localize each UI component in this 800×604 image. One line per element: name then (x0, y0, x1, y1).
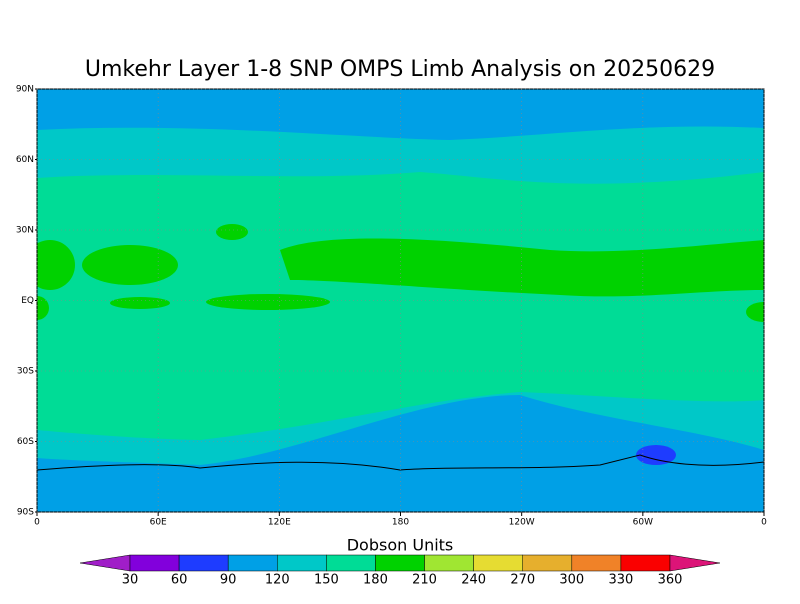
colorbar-label: 300 (559, 573, 584, 588)
y-tick-label: 60S (17, 437, 34, 447)
colorbar-label: 360 (658, 573, 683, 588)
y-tick-label: 60N (16, 155, 34, 165)
colorbar-label: 210 (412, 573, 437, 588)
x-tick-label: 60W (633, 518, 653, 528)
colorbar-label: 90 (220, 573, 237, 588)
colorbar-box (375, 554, 425, 572)
contour (110, 297, 170, 309)
x-tick-label: 180 (392, 518, 409, 528)
colorbar-box (620, 554, 671, 572)
contour (216, 224, 248, 240)
colorbar-over (669, 554, 721, 572)
colorbar-under (79, 554, 131, 572)
contour (37, 240, 75, 290)
legend-title: Dobson Units (347, 536, 454, 555)
colorbar-box (424, 554, 474, 572)
y-tick-label: 90N (16, 85, 34, 95)
contour (37, 296, 49, 320)
y-tick-label: 30N (16, 226, 34, 236)
chart-title: Umkehr Layer 1-8 SNP OMPS Limb Analysis … (85, 57, 715, 82)
colorbar-box (326, 554, 376, 572)
contour (206, 294, 330, 310)
colorbar-label: 270 (510, 573, 535, 588)
colorbar-box (522, 554, 573, 572)
field (37, 89, 764, 512)
contour (82, 245, 178, 285)
colorbar-box (473, 554, 523, 572)
y-tick-label: 90S (17, 508, 34, 518)
colorbar-label: 30 (122, 573, 139, 588)
contour (636, 445, 676, 465)
contour (746, 302, 764, 322)
colorbar-box (129, 554, 180, 572)
colorbar-label: 240 (461, 573, 486, 588)
x-tick-label: 0 (34, 518, 40, 528)
x-tick-label: 0 (761, 518, 767, 528)
colorbar-box (277, 554, 327, 572)
colorbar-box (571, 554, 622, 572)
y-tick-label: EQ (21, 296, 34, 306)
colorbar-label: 180 (363, 573, 388, 588)
x-tick-label: 120E (268, 518, 291, 528)
colorbar-box (227, 554, 278, 572)
colorbar-box (178, 554, 229, 572)
colorbar-label: 330 (608, 573, 633, 588)
x-tick-label: 60E (150, 518, 167, 528)
coastline (37, 454, 764, 471)
x-tick-label: 120W (509, 518, 535, 528)
colorbar-label: 60 (171, 573, 188, 588)
colorbar-label: 120 (265, 573, 290, 588)
y-tick-label: 30S (17, 367, 34, 377)
colorbar-label: 150 (314, 573, 339, 588)
